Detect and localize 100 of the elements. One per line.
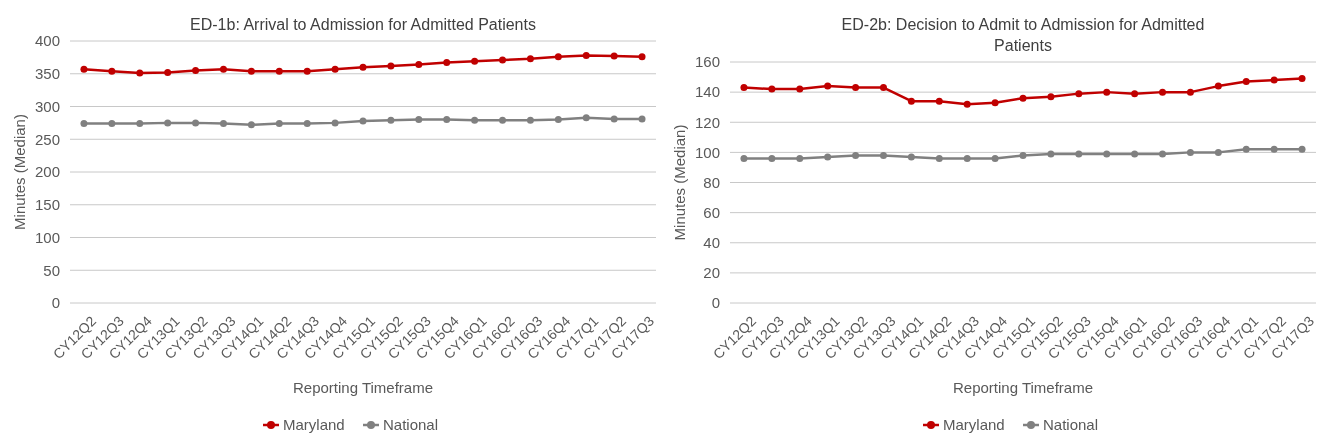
y-tick-label: 40 xyxy=(703,234,720,251)
point xyxy=(963,154,971,162)
point xyxy=(136,120,144,128)
point xyxy=(1019,94,1027,102)
y-tick-label: 150 xyxy=(34,196,60,213)
point xyxy=(499,116,507,124)
point xyxy=(415,61,423,69)
y-axis-title: Minutes (Median) xyxy=(671,124,688,241)
point xyxy=(219,65,227,73)
y-tick-label: 400 xyxy=(34,32,60,50)
y-tick-label: 160 xyxy=(694,53,720,71)
point xyxy=(935,154,943,162)
point xyxy=(471,116,479,124)
point xyxy=(1242,78,1250,86)
point xyxy=(1242,145,1250,153)
point xyxy=(1186,148,1194,156)
point xyxy=(1270,76,1278,84)
point xyxy=(1047,93,1055,101)
point xyxy=(1214,148,1222,156)
point xyxy=(991,99,999,107)
y-tick-label: 0 xyxy=(51,294,60,312)
point xyxy=(1298,75,1306,83)
y-tick-label: 50 xyxy=(43,261,60,279)
point xyxy=(164,68,172,76)
point xyxy=(247,67,255,75)
point xyxy=(219,120,227,128)
point xyxy=(331,65,339,73)
point xyxy=(554,53,562,61)
point xyxy=(554,116,562,124)
legend-label: Maryland xyxy=(943,416,1005,434)
y-tick-label: 80 xyxy=(703,173,720,191)
point xyxy=(275,120,283,128)
y-tick-label: 100 xyxy=(694,143,720,161)
point xyxy=(935,97,943,105)
legend-label: National xyxy=(1043,416,1099,434)
point xyxy=(991,154,999,162)
point xyxy=(275,67,283,75)
y-tick-label: 250 xyxy=(34,130,60,148)
point xyxy=(582,114,590,122)
point xyxy=(80,120,88,128)
y-tick-label: 200 xyxy=(34,163,60,181)
y-tick-label: 120 xyxy=(694,113,720,131)
point xyxy=(1186,88,1194,96)
legend-label: Maryland xyxy=(283,416,345,434)
y-tick-label: 60 xyxy=(703,203,720,221)
point xyxy=(768,85,776,93)
point xyxy=(1019,151,1027,159)
point xyxy=(136,69,144,77)
point xyxy=(907,153,915,161)
y-tick-label: 0 xyxy=(711,294,720,312)
point xyxy=(1298,145,1306,153)
x-axis-title: Reporting Timeframe xyxy=(952,379,1094,396)
y-tick-label: 350 xyxy=(34,65,60,82)
point xyxy=(359,117,367,125)
point xyxy=(526,55,534,63)
y-tick-label: 140 xyxy=(694,83,720,101)
legend-label: National xyxy=(383,416,439,434)
point xyxy=(1075,150,1083,158)
point xyxy=(796,154,804,162)
point xyxy=(387,62,395,70)
x-axis-title: Reporting Timeframe xyxy=(292,379,434,396)
point xyxy=(852,151,860,159)
chart-title: ED-1b: Arrival to Admission for Admitted Patients xyxy=(190,16,536,33)
point xyxy=(610,115,618,123)
point xyxy=(415,116,423,124)
point xyxy=(1131,150,1139,158)
point xyxy=(1159,88,1167,96)
point xyxy=(907,97,915,105)
point xyxy=(443,59,451,67)
point xyxy=(1103,88,1111,96)
point xyxy=(303,67,311,75)
point xyxy=(192,66,200,74)
point xyxy=(1075,90,1083,98)
point xyxy=(499,56,507,64)
y-axis-title: Minutes (Median) xyxy=(11,114,28,230)
point xyxy=(824,82,832,90)
point xyxy=(1103,150,1111,158)
point xyxy=(526,116,534,124)
point xyxy=(638,53,646,61)
point xyxy=(359,63,367,71)
point xyxy=(768,154,776,162)
point xyxy=(963,100,971,108)
point xyxy=(443,116,451,124)
point xyxy=(824,153,832,161)
point xyxy=(247,121,255,129)
point xyxy=(1159,150,1167,158)
point xyxy=(1131,90,1139,98)
y-tick-label: 20 xyxy=(703,264,720,282)
point xyxy=(1047,150,1055,158)
point xyxy=(471,57,479,65)
point xyxy=(303,120,311,128)
point xyxy=(164,119,172,127)
y-tick-label: 300 xyxy=(34,97,60,115)
point xyxy=(108,67,116,75)
point xyxy=(796,85,804,93)
point xyxy=(879,151,887,159)
point xyxy=(1270,145,1278,153)
point xyxy=(387,116,395,124)
point xyxy=(331,119,339,127)
point xyxy=(108,120,116,128)
